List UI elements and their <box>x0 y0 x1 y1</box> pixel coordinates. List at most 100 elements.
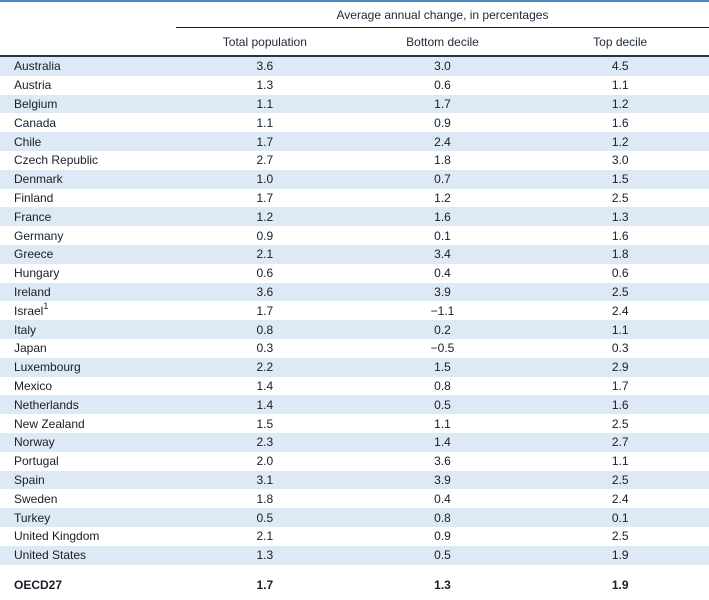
table-row: Germany 0.9 0.1 1.6 <box>0 226 709 245</box>
table-row: Luxembourg 2.2 1.5 2.9 <box>0 357 709 377</box>
country-label: Finland <box>14 190 54 205</box>
table-row: Japan 0.3 −0.5 0.3 <box>0 339 709 358</box>
value-cell: 0.9 <box>434 529 451 544</box>
country-label: Israel1 <box>14 300 49 318</box>
value-cell: 0.8 <box>256 322 274 337</box>
value-cell: 0.8 <box>434 378 451 393</box>
value-cell: 2.5 <box>611 190 629 205</box>
value-cell: 0.6 <box>611 266 629 281</box>
value-cell: 0.1 <box>434 228 451 243</box>
value-cell: 1.0 <box>256 172 274 187</box>
value-cell: 1.1 <box>611 454 629 469</box>
country-label: Denmark <box>14 172 63 187</box>
value-cell: 1.7 <box>434 96 451 111</box>
country-label: United States <box>14 548 87 563</box>
value-cell: 1.3 <box>611 209 629 224</box>
value-cell: 0.2 <box>434 322 451 337</box>
country-label: Belgium <box>14 96 58 111</box>
value-cell: 2.5 <box>611 416 629 431</box>
summary-value-top-decile: 1.9 <box>611 577 629 592</box>
value-cell: 1.1 <box>611 78 629 93</box>
value-cell: 1.1 <box>434 416 451 431</box>
value-cell: 3.6 <box>434 454 451 469</box>
value-cell: 1.2 <box>256 209 274 224</box>
value-cell: 1.8 <box>434 153 451 168</box>
top-border-rule <box>0 0 709 2</box>
value-cell: 0.6 <box>434 78 451 93</box>
value-cell: 0.6 <box>256 266 274 281</box>
summary-gap <box>0 565 709 574</box>
table-row: Hungary 0.6 0.4 0.6 <box>0 264 709 283</box>
table-row: Czech Republic 2.7 1.8 3.0 <box>0 151 709 170</box>
value-cell: 0.4 <box>434 266 451 281</box>
table-row: Sweden 1.8 0.4 2.4 <box>0 489 709 508</box>
value-cell: 1.6 <box>611 228 629 243</box>
footnote-marker: 1 <box>43 300 49 311</box>
value-cell: 2.2 <box>256 360 274 375</box>
value-cell: 3.0 <box>434 59 451 74</box>
value-cell: 0.7 <box>434 172 451 187</box>
table-row: Norway 2.3 1.4 2.7 <box>0 432 709 452</box>
spanner-header-label: Average annual change, in percentages <box>336 7 549 22</box>
value-cell: 3.6 <box>256 59 274 74</box>
country-label: Chile <box>14 134 42 149</box>
value-cell: 1.8 <box>611 247 629 262</box>
value-cell: 3.9 <box>434 472 451 487</box>
value-cell: 1.6 <box>611 397 629 412</box>
table-row: Ireland 3.6 3.9 2.5 <box>0 282 709 302</box>
value-cell: 0.3 <box>611 341 629 356</box>
value-cell: 0.8 <box>434 510 451 525</box>
table-row: Turkey 0.5 0.8 0.1 <box>0 508 709 527</box>
value-cell: −0.5 <box>430 341 455 356</box>
table-row: Portugal 2.0 3.6 1.1 <box>0 452 709 471</box>
value-cell: 1.2 <box>434 190 451 205</box>
value-cell: 1.7 <box>256 190 274 205</box>
table-row: Canada 1.1 0.9 1.6 <box>0 113 709 132</box>
value-cell: 2.0 <box>256 454 274 469</box>
value-cell: 0.5 <box>434 397 451 412</box>
table-row: Chile 1.7 2.4 1.2 <box>0 132 709 151</box>
value-cell: 1.1 <box>256 115 274 130</box>
spanner-header-row: Average annual change, in percentages <box>0 2 709 28</box>
country-label: Greece <box>14 247 54 262</box>
value-cell: 0.9 <box>256 228 274 243</box>
value-cell: 3.0 <box>611 153 629 168</box>
value-cell: 1.3 <box>256 548 274 563</box>
country-label: Netherlands <box>14 397 79 412</box>
table-row: Australia 3.6 3.0 4.5 <box>0 57 709 76</box>
value-cell: 3.9 <box>434 284 451 299</box>
value-cell: 2.4 <box>434 134 451 149</box>
value-cell: 1.4 <box>256 378 274 393</box>
value-cell: 2.4 <box>611 303 629 318</box>
value-cell: 1.9 <box>611 548 629 563</box>
country-label: Italy <box>14 322 37 337</box>
table-row: Israel1 1.7 −1.1 2.4 <box>0 301 709 320</box>
value-cell: −1.1 <box>430 303 455 318</box>
value-cell: 2.7 <box>256 153 274 168</box>
summary-label: OECD27 <box>14 577 63 592</box>
country-label: Austria <box>14 78 52 93</box>
column-header-bottom-decile: Bottom decile <box>406 34 479 49</box>
value-cell: 1.5 <box>434 360 451 375</box>
summary-row: OECD27 1.7 1.3 1.9 <box>0 574 709 596</box>
value-cell: 2.5 <box>611 472 629 487</box>
table-row: Mexico 1.4 0.8 1.7 <box>0 377 709 396</box>
country-label: Sweden <box>14 491 58 506</box>
table-row: Denmark 1.0 0.7 1.5 <box>0 169 709 189</box>
value-cell: 2.1 <box>256 529 274 544</box>
value-cell: 2.1 <box>256 247 274 262</box>
summary-value-bottom-decile: 1.3 <box>434 577 451 592</box>
value-cell: 1.8 <box>256 491 274 506</box>
country-label: Turkey <box>14 510 51 525</box>
table-row: France 1.2 1.6 1.3 <box>0 207 709 227</box>
country-label: France <box>14 209 52 224</box>
table-row: Spain 3.1 3.9 2.5 <box>0 470 709 490</box>
value-cell: 1.2 <box>611 134 629 149</box>
value-cell: 1.7 <box>256 303 274 318</box>
table-row: Italy 0.8 0.2 1.1 <box>0 320 709 339</box>
value-cell: 0.1 <box>611 510 629 525</box>
country-label: Luxembourg <box>14 360 81 375</box>
country-label: Czech Republic <box>14 153 99 168</box>
value-cell: 0.4 <box>434 491 451 506</box>
